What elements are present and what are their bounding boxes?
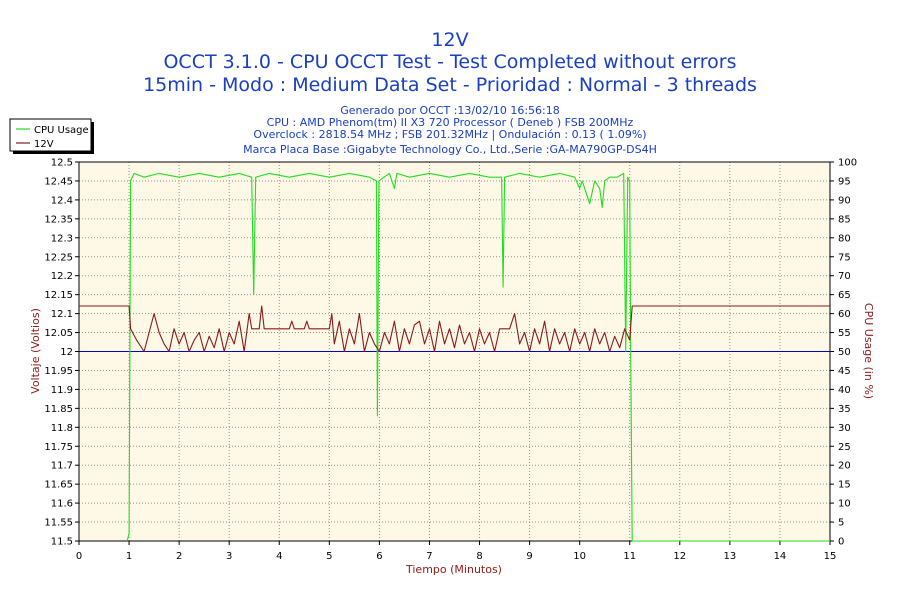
chart-subtitle-2: 15min - Modo : Medium Data Set - Priorid… — [143, 74, 757, 96]
x-tick-label: 14 — [774, 551, 787, 562]
y-tick-label-left: 12.45 — [44, 176, 73, 187]
y-tick-label-right: 30 — [838, 423, 851, 434]
info-line-overclock: Overclock : 2818.54 MHz ; FSB 201.32MHz … — [253, 128, 646, 141]
y-tick-label-right: 0 — [838, 537, 844, 548]
y-tick-label-left: 12.5 — [51, 158, 73, 169]
y-tick-label-left: 11.95 — [44, 366, 73, 377]
y-tick-label-left: 11.85 — [44, 404, 73, 415]
x-axis-label: Tiempo (Minutos) — [405, 563, 502, 576]
y-tick-label-left: 12.15 — [44, 290, 73, 301]
x-tick-label: 5 — [326, 551, 332, 562]
y-tick-label-right: 25 — [838, 442, 851, 453]
x-tick-label: 12 — [673, 551, 686, 562]
x-tick-label: 8 — [476, 551, 482, 562]
y-tick-label-right: 15 — [838, 480, 851, 491]
y-tick-label-left: 11.7 — [51, 461, 73, 472]
x-tick-label: 15 — [824, 551, 837, 562]
y-tick-label-right: 35 — [838, 404, 851, 415]
x-tick-label: 7 — [426, 551, 432, 562]
y-tick-label-right: 45 — [838, 366, 851, 377]
y-tick-label-right: 55 — [838, 328, 851, 339]
x-tick-label: 4 — [276, 551, 282, 562]
y-tick-label-right: 50 — [838, 347, 851, 358]
y-tick-label-right: 10 — [838, 499, 851, 510]
x-tick-label: 1 — [126, 551, 132, 562]
y-axis-label-right: CPU Usage (in %) — [862, 303, 875, 399]
y-tick-label-right: 60 — [838, 309, 851, 320]
y-tick-label-right: 80 — [838, 233, 851, 244]
x-tick-label: 10 — [573, 551, 586, 562]
y-tick-label-left: 11.5 — [51, 537, 73, 548]
chart-title: 12V — [431, 29, 468, 51]
info-line-generated: Generado por OCCT :13/02/10 16:56:18 — [340, 104, 559, 117]
y-tick-label-left: 12.2 — [51, 271, 73, 282]
series-line-cpu-usage — [126, 172, 830, 542]
y-tick-label-right: 90 — [838, 195, 851, 206]
y-tick-label-right: 20 — [838, 461, 851, 472]
y-tick-label-right: 75 — [838, 252, 851, 263]
legend: CPU Usage 12V — [9, 118, 94, 154]
info-line-cpu: CPU : AMD Phenom(tm) II X3 720 Processor… — [267, 116, 634, 129]
y-tick-label-right: 95 — [838, 176, 851, 187]
y-tick-label-left: 11.6 — [51, 499, 73, 510]
series-line-12v — [79, 305, 830, 353]
y-tick-label-left: 12.25 — [44, 252, 73, 263]
y-tick-label-left: 12 — [60, 347, 73, 358]
y-tick-label-right: 70 — [838, 271, 851, 282]
axis-ticks: 0 1 2 3 4 5 6 7 8 9 10 11 12 13 14 1511.511.5511.611.65… — [44, 158, 857, 563]
y-tick-label-right: 65 — [838, 290, 851, 301]
y-tick-label-left: 11.65 — [44, 480, 73, 491]
x-tick-label: 9 — [526, 551, 532, 562]
series-layer — [79, 172, 830, 542]
y-tick-label-left: 11.8 — [51, 423, 73, 434]
x-tick-label: 11 — [623, 551, 636, 562]
y-tick-label-left: 11.9 — [51, 385, 73, 396]
legend-label-12v: 12V — [34, 139, 54, 150]
x-tick-label: 2 — [176, 551, 182, 562]
legend-box — [9, 118, 92, 152]
x-tick-label: 13 — [723, 551, 736, 562]
y-axis-label-left: Voltaje (Voltios) — [29, 308, 42, 394]
x-tick-label: 3 — [226, 551, 232, 562]
info-line-motherboard: Marca Placa Base :Gigabyte Technology Co… — [243, 143, 657, 156]
legend-label-cpu-usage: CPU Usage — [34, 125, 89, 136]
y-tick-label-right: 5 — [838, 518, 844, 529]
x-tick-label: 6 — [376, 551, 382, 562]
y-tick-label-left: 12.4 — [51, 195, 73, 206]
chart-subtitle: OCCT 3.1.0 - CPU OCCT Test - Test Comple… — [163, 51, 736, 73]
y-tick-label-left: 12.3 — [51, 233, 73, 244]
y-tick-label-left: 11.75 — [44, 442, 73, 453]
y-tick-label-left: 11.55 — [44, 518, 73, 529]
y-tick-label-left: 12.05 — [44, 328, 73, 339]
y-tick-label-left: 12.35 — [44, 214, 73, 225]
y-tick-label-right: 40 — [838, 385, 851, 396]
y-tick-label-left: 12.1 — [51, 309, 73, 320]
x-tick-label: 0 — [76, 551, 82, 562]
y-tick-label-right: 100 — [838, 158, 857, 169]
y-tick-label-right: 85 — [838, 214, 851, 225]
